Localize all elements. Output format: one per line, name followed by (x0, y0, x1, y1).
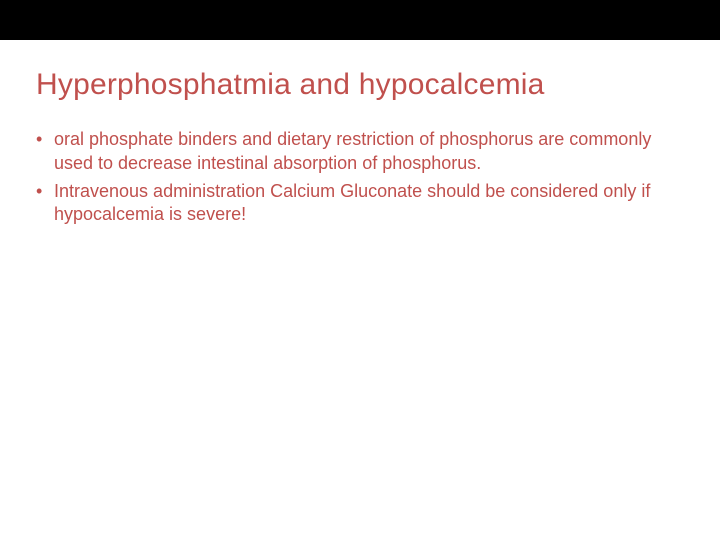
slide-content: oral phosphate binders and dietary restr… (0, 102, 720, 227)
list-item: Intravenous administration Calcium Gluco… (36, 180, 680, 228)
slide-title: Hyperphosphatmia and hypocalcemia (0, 40, 720, 102)
slide: Hyperphosphatmia and hypocalcemia oral p… (0, 0, 720, 540)
top-bar (0, 0, 720, 40)
list-item: oral phosphate binders and dietary restr… (36, 128, 680, 176)
bullet-list: oral phosphate binders and dietary restr… (36, 128, 680, 227)
